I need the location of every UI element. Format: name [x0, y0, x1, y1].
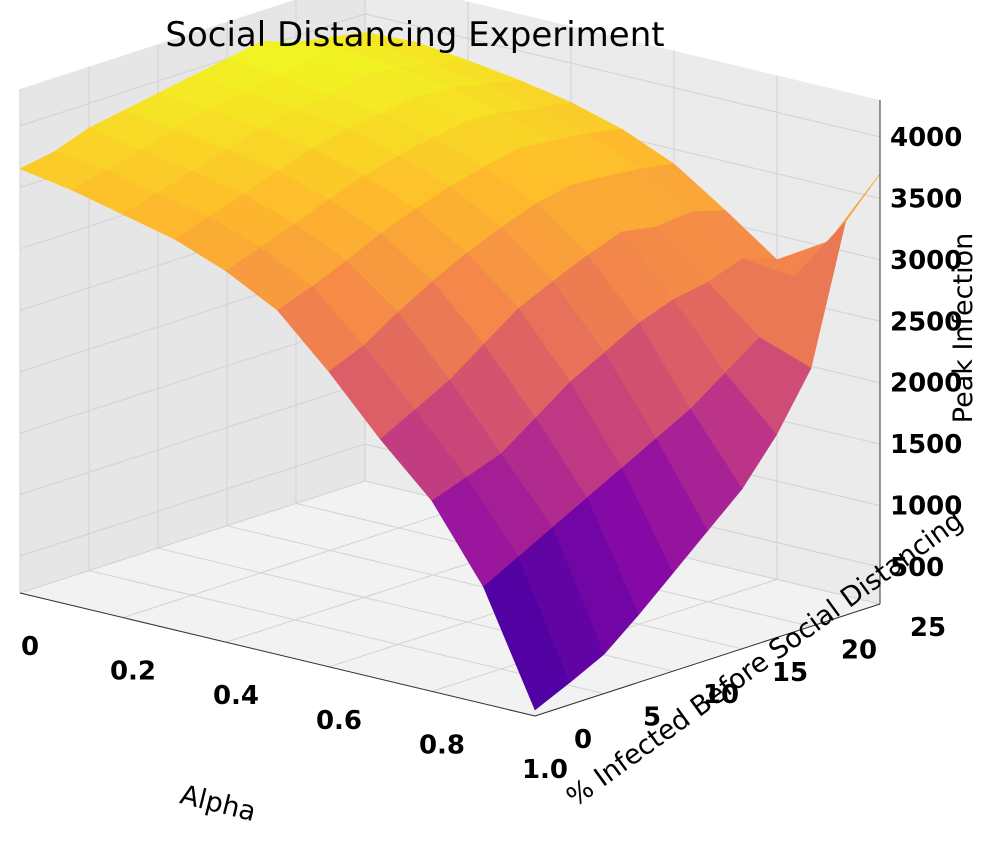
z-tick-label: 2000	[890, 369, 962, 399]
grid-line-peak	[19, 443, 366, 557]
x-tick-label: 0	[21, 632, 39, 662]
z-tick-label: 3500	[890, 184, 962, 214]
x-tick-label: 0.8	[419, 730, 465, 760]
floor-pane	[20, 481, 880, 716]
surface-mesh	[19, 31, 881, 711]
grid-line-peak	[19, 382, 366, 496]
chart-title: Social Distancing Experiment	[165, 15, 664, 55]
alpha-axis-line	[19, 592, 536, 717]
axes-lines	[19, 100, 881, 717]
y-tick-label: 10	[703, 680, 739, 710]
x-tick-label: 1.0	[522, 755, 568, 785]
z-tick-label: 1500	[890, 430, 962, 460]
grid-line-peak	[364, 13, 881, 138]
y-tick-label: 0	[574, 725, 592, 755]
grid-line-alpha	[122, 505, 469, 619]
grid-line-infected	[88, 570, 605, 695]
surface-patch	[483, 556, 570, 711]
y-tick-label: 25	[910, 613, 946, 643]
grid-line-peak	[19, 13, 366, 127]
x-tick-label: 0.6	[316, 706, 362, 736]
y-tick-label: 15	[772, 658, 808, 688]
z-tick-label: 1000	[890, 492, 962, 522]
z-tick-label: 2500	[890, 307, 962, 337]
y-tick-label: 20	[841, 635, 877, 665]
z-tick-label: 4000	[890, 123, 962, 153]
tick-labels: 00.20.40.60.81.0051015202550010001500200…	[21, 123, 962, 785]
y-tick-label: 5	[643, 703, 661, 733]
z-axis-label: Peak Infection	[948, 233, 979, 423]
grid-line-alpha	[19, 480, 366, 594]
x-tick-label: 0.4	[213, 681, 259, 711]
x-tick-label: 0.2	[110, 657, 156, 687]
infected-axis-line	[534, 603, 881, 717]
z-tick-label: 500	[890, 553, 944, 583]
x-axis-label: Alpha	[177, 779, 259, 828]
z-tick-label: 3000	[890, 246, 962, 276]
